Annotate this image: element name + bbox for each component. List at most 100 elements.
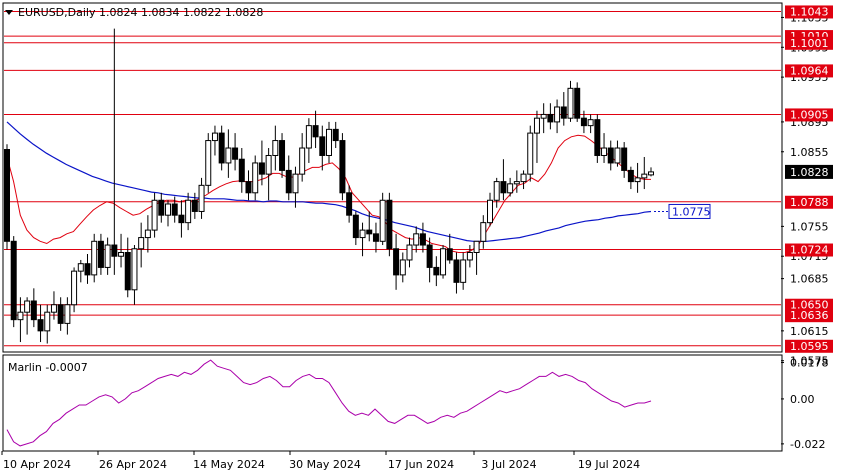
candle-body bbox=[627, 169, 634, 183]
candle-body bbox=[272, 140, 279, 156]
horizontal-levels[interactable] bbox=[4, 10, 781, 347]
candle-body bbox=[178, 214, 185, 224]
candle-body bbox=[567, 87, 574, 119]
level-tag bbox=[785, 195, 833, 209]
candle-body bbox=[359, 229, 366, 239]
candle-body bbox=[480, 222, 487, 242]
price-tick-label: 1.0855 bbox=[790, 146, 829, 159]
level-tag bbox=[785, 309, 833, 323]
candle-body bbox=[413, 233, 420, 246]
candle-body bbox=[547, 113, 554, 123]
indicator-label: Marlin -0.0007 bbox=[8, 361, 88, 374]
candle-body bbox=[312, 125, 319, 138]
time-tick-label: 10 Apr 2024 bbox=[3, 458, 71, 471]
candle-body bbox=[305, 125, 312, 149]
ma-tag bbox=[668, 203, 711, 219]
price-tick-label: 1.0615 bbox=[790, 325, 829, 338]
candle-body bbox=[144, 229, 151, 239]
candle-body bbox=[285, 169, 292, 194]
level-tag-label: 1.1001 bbox=[790, 37, 829, 50]
candle-body bbox=[446, 248, 453, 261]
candle-body bbox=[601, 147, 608, 156]
candle-body bbox=[594, 119, 601, 156]
time-tick-label: 14 May 2024 bbox=[193, 458, 265, 471]
candle-body bbox=[379, 199, 386, 242]
current-price-tag bbox=[785, 164, 833, 179]
candle-body bbox=[366, 229, 373, 235]
time-axis: 10 Apr 2024 26 Apr 2024 14 May 2024 30 May … bbox=[1, 451, 640, 471]
candle-body bbox=[554, 106, 561, 123]
candle-body bbox=[77, 263, 84, 272]
candle-body bbox=[621, 147, 628, 171]
candle-body bbox=[426, 244, 433, 268]
ma-tag-label: 1.0775 bbox=[672, 205, 711, 218]
oscillator-line bbox=[6, 359, 652, 447]
candle-body bbox=[252, 162, 259, 194]
candle-body bbox=[131, 248, 138, 291]
candle-body bbox=[17, 311, 24, 321]
candle-body bbox=[158, 199, 165, 216]
candle-body bbox=[50, 304, 57, 313]
time-tick-label: 19 Jul 2024 bbox=[578, 458, 640, 471]
candle-body bbox=[533, 117, 540, 134]
candle-body bbox=[346, 192, 353, 216]
candle-body bbox=[520, 173, 527, 183]
candle-body bbox=[245, 181, 252, 194]
candle-body bbox=[299, 147, 306, 175]
candle-body bbox=[211, 132, 218, 142]
price-panel[interactable] bbox=[2, 2, 783, 353]
candle-body bbox=[64, 304, 71, 324]
indicator-tick-label: -0.022 bbox=[790, 438, 825, 451]
level-tag bbox=[785, 108, 833, 122]
candle-body bbox=[171, 203, 178, 216]
candle-body bbox=[185, 199, 192, 224]
candle-body bbox=[10, 240, 17, 321]
level-tag bbox=[785, 36, 833, 50]
candle-body bbox=[91, 240, 98, 276]
indicator-panel[interactable] bbox=[2, 354, 783, 452]
candle-body bbox=[326, 128, 332, 156]
candle-body bbox=[319, 136, 326, 156]
candle-body bbox=[265, 154, 272, 175]
candle-body bbox=[37, 319, 44, 332]
candle-body bbox=[440, 248, 447, 276]
triangle-down-icon[interactable] bbox=[5, 10, 13, 15]
level-tag bbox=[785, 5, 833, 19]
candle-body bbox=[527, 132, 534, 175]
candle-body bbox=[641, 173, 648, 179]
indicator-tick-label: 0.0178 bbox=[790, 357, 829, 370]
current-price-label: 1.0828 bbox=[790, 166, 829, 179]
candle-body bbox=[473, 240, 480, 253]
level-tag-label: 1.1043 bbox=[790, 5, 829, 18]
price-tick-label: 1.0575 bbox=[790, 355, 829, 368]
candle-body bbox=[560, 106, 567, 119]
level-tag bbox=[785, 339, 833, 353]
candle-body bbox=[453, 259, 460, 283]
candle-body bbox=[332, 128, 339, 142]
candle-body bbox=[607, 147, 614, 164]
candle-body bbox=[386, 199, 393, 250]
candle-body bbox=[279, 140, 286, 171]
candle-body bbox=[30, 300, 37, 321]
candle-body bbox=[84, 263, 91, 276]
indicator-axis: 0.0178 0.00 -0.022 bbox=[781, 357, 829, 451]
candle-body bbox=[540, 113, 547, 119]
level-tag bbox=[785, 298, 833, 312]
candle-body bbox=[580, 117, 587, 127]
candle-body bbox=[393, 248, 400, 276]
indicator-tick-label: 0.00 bbox=[790, 393, 815, 406]
candle-body bbox=[493, 181, 500, 201]
candle-body bbox=[460, 259, 467, 283]
candle-body bbox=[24, 300, 31, 313]
candle-body bbox=[406, 244, 413, 261]
price-tags: 1.10431.10101.10011.09641.09051.07881.07… bbox=[654, 5, 833, 353]
candle-body bbox=[258, 162, 265, 175]
candle-body bbox=[218, 132, 225, 164]
candle-body bbox=[232, 147, 239, 160]
candle-body bbox=[500, 181, 507, 194]
candle-body bbox=[198, 184, 205, 212]
candle-body bbox=[614, 147, 621, 164]
price-tick-label: 1.0685 bbox=[790, 273, 829, 286]
